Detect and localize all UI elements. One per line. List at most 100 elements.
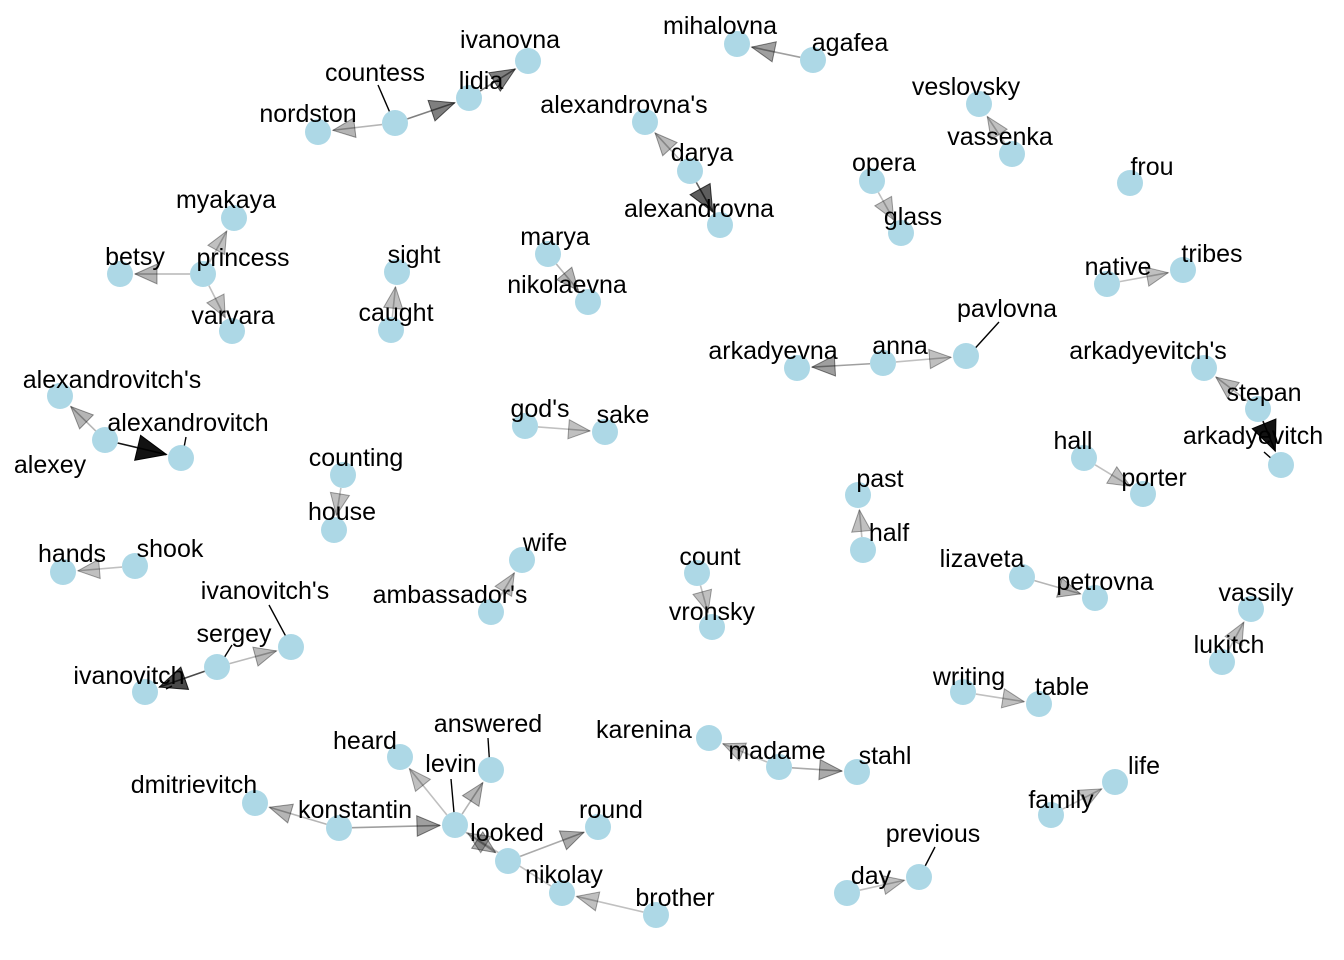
node-life <box>1102 769 1128 795</box>
arrowhead-levin-looked <box>470 830 497 854</box>
arrowhead-agafea-mihalovna <box>750 41 777 63</box>
node-alexandrovna <box>707 212 733 238</box>
node-gods <box>512 413 538 439</box>
node-nordston <box>305 119 331 145</box>
arrowhead-konstantin-levin <box>416 815 442 837</box>
arrowhead-opera-glass <box>873 195 895 221</box>
edge-princess-myakaya <box>208 230 228 264</box>
node-varvara <box>219 318 245 344</box>
node-label-alexandrovna: alexandrovna <box>624 195 774 223</box>
node-label-nikolaevna: nikolaevna <box>507 271 627 299</box>
node-label-heard: heard <box>333 727 397 755</box>
arrowhead-darya-alexandrovnas <box>654 132 679 157</box>
node-label-stahl: stahl <box>859 742 912 770</box>
node-label-arkadyevitchs: arkadyevitch's <box>1069 337 1227 365</box>
node-myakaya <box>221 205 247 231</box>
arrowhead-sergey-ivanovitchs <box>252 646 278 667</box>
node-vassily <box>1238 596 1264 622</box>
label-leader-ivanovitch <box>165 685 173 690</box>
node-writing <box>950 679 976 705</box>
edge-anna-pavlovna <box>895 356 952 363</box>
node-label-lizaveta: lizaveta <box>940 545 1025 573</box>
node-pavlovna <box>953 343 979 369</box>
edge-alexey-alexandrovitchs <box>70 405 97 432</box>
node-label-gods: god's <box>511 395 570 423</box>
node-label-wife: wife <box>522 529 567 557</box>
arrowhead-madame-karenina <box>721 742 748 762</box>
node-caught <box>378 317 404 343</box>
edge-hall-porter <box>1094 464 1131 487</box>
node-label-writing: writing <box>932 663 1005 691</box>
node-label-myakaya: myakaya <box>176 186 276 214</box>
edge-looked-round <box>519 831 585 858</box>
node-label-glass: glass <box>884 203 942 231</box>
nodes-layer <box>47 31 1294 928</box>
node-frou <box>1117 170 1143 196</box>
node-stepan <box>1245 396 1271 422</box>
node-label-levin: levin <box>425 750 476 778</box>
node-label-petrovna: petrovna <box>1056 568 1153 596</box>
edge-levin-answered <box>461 782 484 815</box>
edge-darya-alexandrovnas <box>654 132 682 162</box>
node-agafea <box>800 47 826 73</box>
node-arkadyevna <box>784 355 810 381</box>
arrowhead-sergey-ivanovitch <box>158 666 190 690</box>
arrowhead-stepan-arkadyevitch <box>1251 418 1277 453</box>
node-label-count: count <box>679 543 740 571</box>
node-label-stepan: stepan <box>1226 379 1301 407</box>
node-label-looked: looked <box>470 819 544 847</box>
edge-family-life <box>1062 788 1103 810</box>
arrowhead-alexey-alexandrovitch <box>134 434 168 461</box>
arrowhead-princess-varvara <box>205 293 226 319</box>
arrowhead-vassenka-veslovsky <box>986 115 1009 141</box>
arrowhead-gods-sake <box>567 418 592 440</box>
node-label-nordston: nordston <box>259 100 356 128</box>
node-countess <box>382 110 408 136</box>
node-wife <box>509 547 535 573</box>
arrowhead-caught-sight <box>382 285 404 310</box>
edge-stepan-arkadyevitchs <box>1215 376 1249 402</box>
node-princess <box>190 261 216 287</box>
edge-madame-stahl <box>791 767 843 772</box>
arrowhead-alexey-alexandrovitchs <box>69 405 95 430</box>
node-label-ambassadors: ambassador's <box>373 581 528 609</box>
edge-anna-arkadyevna <box>811 362 871 368</box>
node-label-frou: frou <box>1130 153 1173 181</box>
node-counting <box>330 462 356 488</box>
arrowhead-counting-house <box>329 491 351 517</box>
node-label-ivanovna: ivanovna <box>460 26 560 54</box>
edge-gods-sake <box>537 426 591 432</box>
node-label-lidia: lidia <box>459 67 504 95</box>
node-label-caught: caught <box>358 299 433 327</box>
node-tribes <box>1170 257 1196 283</box>
node-arkadyevitch <box>1268 452 1294 478</box>
labels-layer: ivanovna lidia countess nordston mihalovna ag… <box>14 12 1323 912</box>
arrowhead-writing-table <box>1000 687 1026 709</box>
node-round <box>585 814 611 840</box>
node-opera <box>859 168 885 194</box>
node-vassenka <box>999 141 1025 167</box>
node-label-betsy: betsy <box>105 243 165 271</box>
node-sake <box>592 419 618 445</box>
node-day <box>834 880 860 906</box>
node-hands <box>50 559 76 585</box>
edge-countess-nordston <box>332 123 383 132</box>
node-label-previous: previous <box>886 820 981 848</box>
arrowhead-countess-lidia <box>427 99 456 122</box>
arrowhead-family-life <box>1077 788 1103 809</box>
node-label-table: table <box>1035 673 1089 701</box>
node-label-countess: countess <box>325 59 425 87</box>
node-nikolaevna <box>575 289 601 315</box>
node-native <box>1094 271 1120 297</box>
node-label-ivanovitch: ivanovitch <box>73 662 184 690</box>
node-betsy <box>107 261 133 287</box>
node-label-veslovsky: veslovsky <box>912 73 1021 101</box>
node-label-arkadyevna: arkadyevna <box>708 337 837 365</box>
edge-konstantin-dmitrievitch <box>269 806 327 826</box>
node-label-princess: princess <box>196 244 289 272</box>
node-lizaveta <box>1009 564 1035 590</box>
node-label-half: half <box>869 519 909 547</box>
node-label-karenina: karenina <box>596 716 692 744</box>
